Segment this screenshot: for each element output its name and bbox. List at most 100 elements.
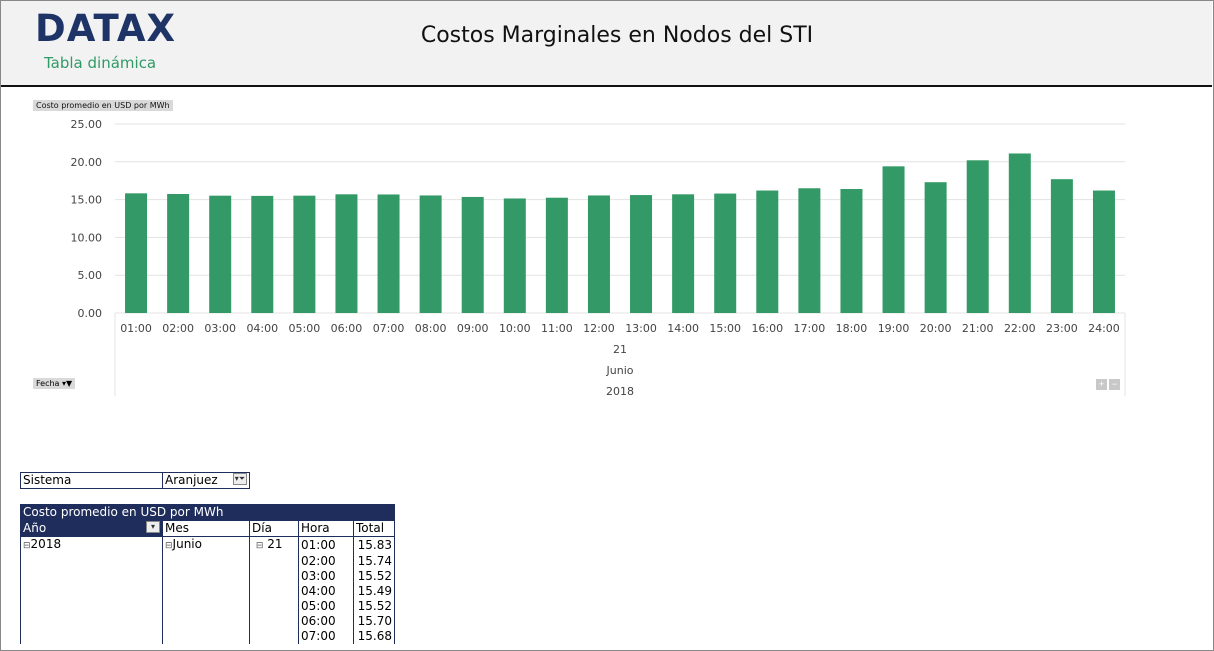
pivot-cell: 15.52 <box>353 599 395 614</box>
bar[interactable] <box>630 195 653 313</box>
hora-value: 04:00 <box>301 584 336 598</box>
total-value: 15.68 <box>357 629 392 643</box>
pivot-cell: 06:00 <box>298 614 354 629</box>
pivot-cell <box>162 584 250 599</box>
x-group-label: 2018 <box>606 385 634 398</box>
x-tick-label: 07:00 <box>373 322 405 335</box>
fecha-field-button[interactable]: Fecha ▾▼ <box>33 378 76 389</box>
bar[interactable] <box>335 194 358 313</box>
bar[interactable] <box>419 195 442 313</box>
x-tick-label: 14:00 <box>667 322 699 335</box>
datax-logo: DATAX <box>35 7 177 50</box>
pivot-cell: 15.70 <box>353 614 395 629</box>
x-tick-label: 12:00 <box>583 322 615 335</box>
x-tick-label: 17:00 <box>794 322 826 335</box>
collapse-icon[interactable]: ⊟ <box>23 541 31 551</box>
table-row: 04:00 15.49 <box>20 584 395 599</box>
bar[interactable] <box>924 182 947 313</box>
bar[interactable] <box>587 195 610 313</box>
bar[interactable] <box>1050 179 1073 313</box>
bar[interactable] <box>966 160 989 313</box>
bar[interactable] <box>293 195 316 313</box>
filter-dropdown-icon[interactable]: ▾⏷ <box>233 473 247 485</box>
collapse-icon[interactable]: ⊟ <box>255 541 264 551</box>
fecha-label: Fecha <box>36 379 60 388</box>
bar[interactable] <box>251 195 274 313</box>
filter-value[interactable]: Aranjuez ▾⏷ <box>162 472 250 489</box>
pivot-cell: ⊟Junio <box>162 536 250 554</box>
pivot-cell <box>20 569 163 584</box>
pivot-cell <box>249 629 299 644</box>
expand-button[interactable]: + <box>1096 379 1107 390</box>
pivot-cell <box>20 614 163 629</box>
month-value: Junio <box>172 537 202 551</box>
pivot-cell: 15.74 <box>353 554 395 569</box>
bar[interactable] <box>882 166 905 313</box>
day-value: 21 <box>267 537 283 551</box>
pivot-title: Costo promedio en USD por MWh <box>20 504 395 521</box>
pivot-cell <box>162 569 250 584</box>
pivot-cell: ⊟2018 <box>20 536 163 554</box>
value-field-button[interactable]: Costo promedio en USD por MWh <box>33 100 173 111</box>
table-row: 05:00 15.52 <box>20 599 395 614</box>
x-tick-label: 18:00 <box>836 322 868 335</box>
total-value: 15.49 <box>357 584 392 598</box>
filter-label: Sistema <box>20 472 163 489</box>
x-tick-label: 02:00 <box>162 322 194 335</box>
bar[interactable] <box>461 196 484 313</box>
x-tick-label: 11:00 <box>541 322 573 335</box>
bar[interactable] <box>1008 153 1031 313</box>
pivot-cell <box>249 599 299 614</box>
collapse-button[interactable]: − <box>1109 379 1120 390</box>
pivot-cell <box>249 569 299 584</box>
bar[interactable] <box>377 194 400 313</box>
page-title: Costos Marginales en Nodos del STI <box>420 23 814 48</box>
col-header-ano[interactable]: Año ▾ <box>20 520 163 537</box>
pivot-cell: 07:00 <box>298 629 354 644</box>
page-subtitle: Tabla dinámica <box>44 54 157 72</box>
col-header-dia: Día <box>249 520 299 537</box>
hora-value: 01:00 <box>301 538 336 552</box>
hora-value: 03:00 <box>301 569 336 583</box>
bar[interactable] <box>756 190 779 313</box>
x-group-label: Junio <box>606 364 634 377</box>
hora-value: 02:00 <box>301 554 336 568</box>
pivot-cell <box>20 554 163 569</box>
pivot-cell <box>162 599 250 614</box>
bar[interactable] <box>503 198 526 313</box>
x-tick-label: 08:00 <box>415 322 447 335</box>
col-header-hora: Hora <box>298 520 354 537</box>
pivot-cell <box>249 614 299 629</box>
bar[interactable] <box>798 188 821 313</box>
x-tick-label: 21:00 <box>962 322 994 335</box>
x-tick-label: 01:00 <box>120 322 152 335</box>
table-row: 02:00 15.74 <box>20 554 395 569</box>
filter-dropdown-icon[interactable]: ▾ <box>146 521 160 533</box>
bar[interactable] <box>714 193 737 313</box>
report-filter: Sistema Aranjuez ▾⏷ <box>20 472 250 489</box>
x-tick-label: 24:00 <box>1088 322 1120 335</box>
bar[interactable] <box>840 189 863 313</box>
bar[interactable] <box>545 197 568 313</box>
bar[interactable] <box>209 195 232 313</box>
bar[interactable] <box>125 193 148 313</box>
pivot-cell: 15.83 <box>353 536 395 554</box>
x-tick-label: 19:00 <box>878 322 910 335</box>
x-tick-label: 13:00 <box>625 322 657 335</box>
hora-value: 07:00 <box>301 629 336 643</box>
pivot-cell <box>162 629 250 644</box>
x-tick-label: 06:00 <box>331 322 363 335</box>
pivot-cell: 01:00 <box>298 536 354 554</box>
x-tick-label: 09:00 <box>457 322 489 335</box>
x-tick-label: 16:00 <box>751 322 783 335</box>
pivot-cell: 05:00 <box>298 599 354 614</box>
table-row: 07:00 15.68 <box>20 629 395 644</box>
bar[interactable] <box>672 194 695 313</box>
pivot-cell: 15.52 <box>353 569 395 584</box>
pivot-cell: 15.49 <box>353 584 395 599</box>
bar[interactable] <box>167 194 190 313</box>
header: DATAX Tabla dinámica Costos Marginales e… <box>1 1 1212 87</box>
bar[interactable] <box>1092 190 1115 313</box>
collapse-icon[interactable]: ⊟ <box>165 541 173 551</box>
